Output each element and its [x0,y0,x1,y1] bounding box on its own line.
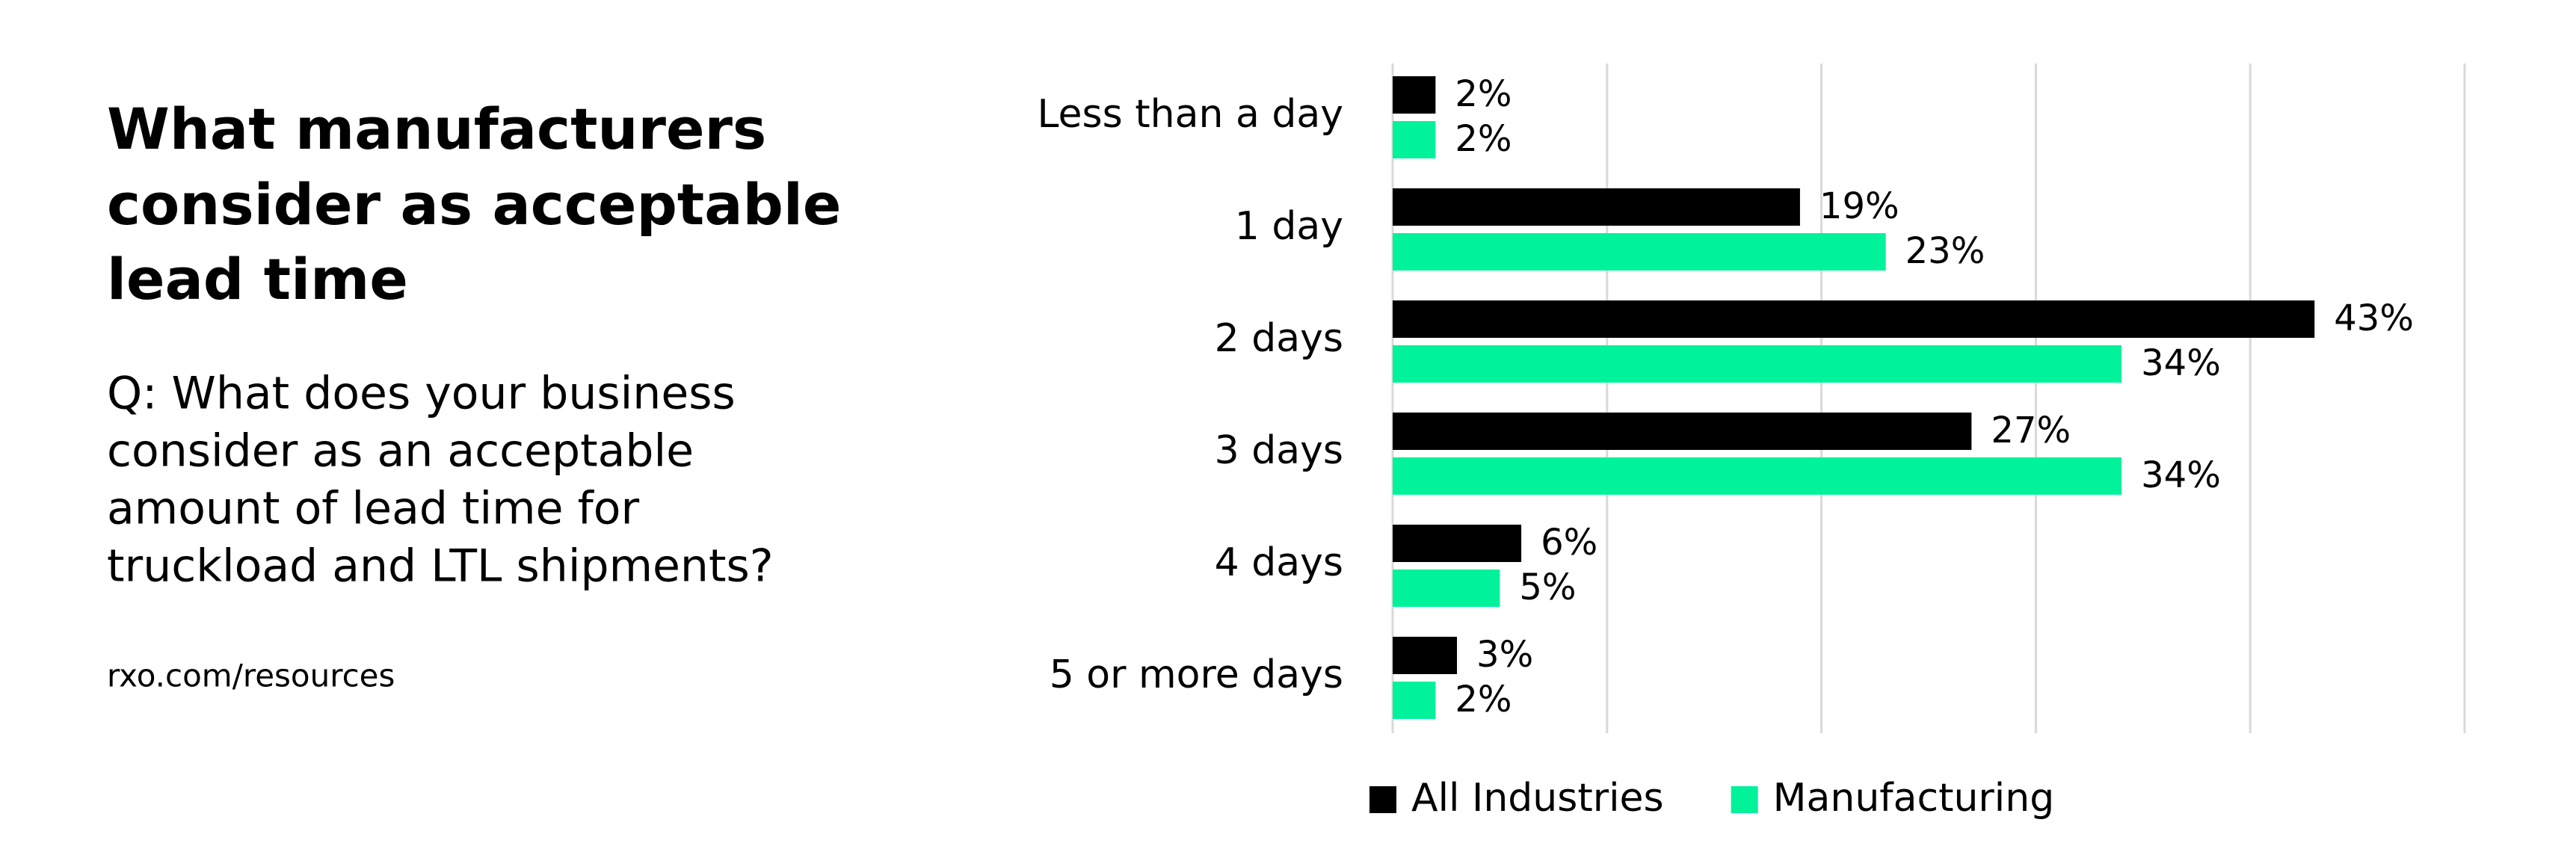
value-label: 6% [1541,522,1597,564]
bar [1393,525,1522,562]
category-label: Less than a day [1038,92,1344,137]
bar [1393,188,1800,226]
bar [1393,345,2122,383]
chart-title: What manufacturers [107,96,766,162]
bar [1393,121,1436,158]
bar [1393,682,1436,719]
legend-swatch [1731,786,1758,813]
bar [1393,457,2122,495]
value-label: 2% [1455,118,1512,160]
value-label: 34% [2141,342,2221,384]
legend-swatch [1369,786,1396,813]
value-label: 27% [1991,410,2071,451]
category-label: 4 days [1215,540,1343,585]
value-label: 19% [1819,185,1899,227]
bar [1393,569,1500,607]
bar [1393,637,1458,674]
category-label: 2 days [1215,316,1343,361]
value-label: 34% [2141,454,2221,496]
value-label: 43% [2334,297,2414,339]
value-label: 23% [1905,230,1985,272]
text-panel: What manufacturers consider as acceptabl… [107,96,841,694]
bar [1393,233,1886,271]
subtitle: amount of lead time for [107,483,639,535]
subtitle: truckload and LTL shipments? [107,540,774,593]
subtitle: consider as an acceptable [107,425,694,478]
category-label: 1 day [1235,204,1343,249]
chart-title: lead time [107,246,408,312]
value-label: 5% [1519,567,1576,608]
legend-label: All Industries [1411,776,1664,821]
value-label: 2% [1455,679,1512,720]
category-label: 3 days [1215,428,1343,473]
bar [1393,300,2315,338]
value-label: 3% [1476,634,1533,676]
bar [1393,413,1972,450]
bar [1393,76,1436,114]
source: rxo.com/resources [107,658,395,694]
legend-label: Manufacturing [1773,776,2055,821]
chart-title: consider as acceptable [107,171,841,238]
subtitle: Q: What does your business [107,368,736,420]
category-label: 5 or more days [1050,652,1343,697]
value-label: 2% [1455,73,1512,115]
